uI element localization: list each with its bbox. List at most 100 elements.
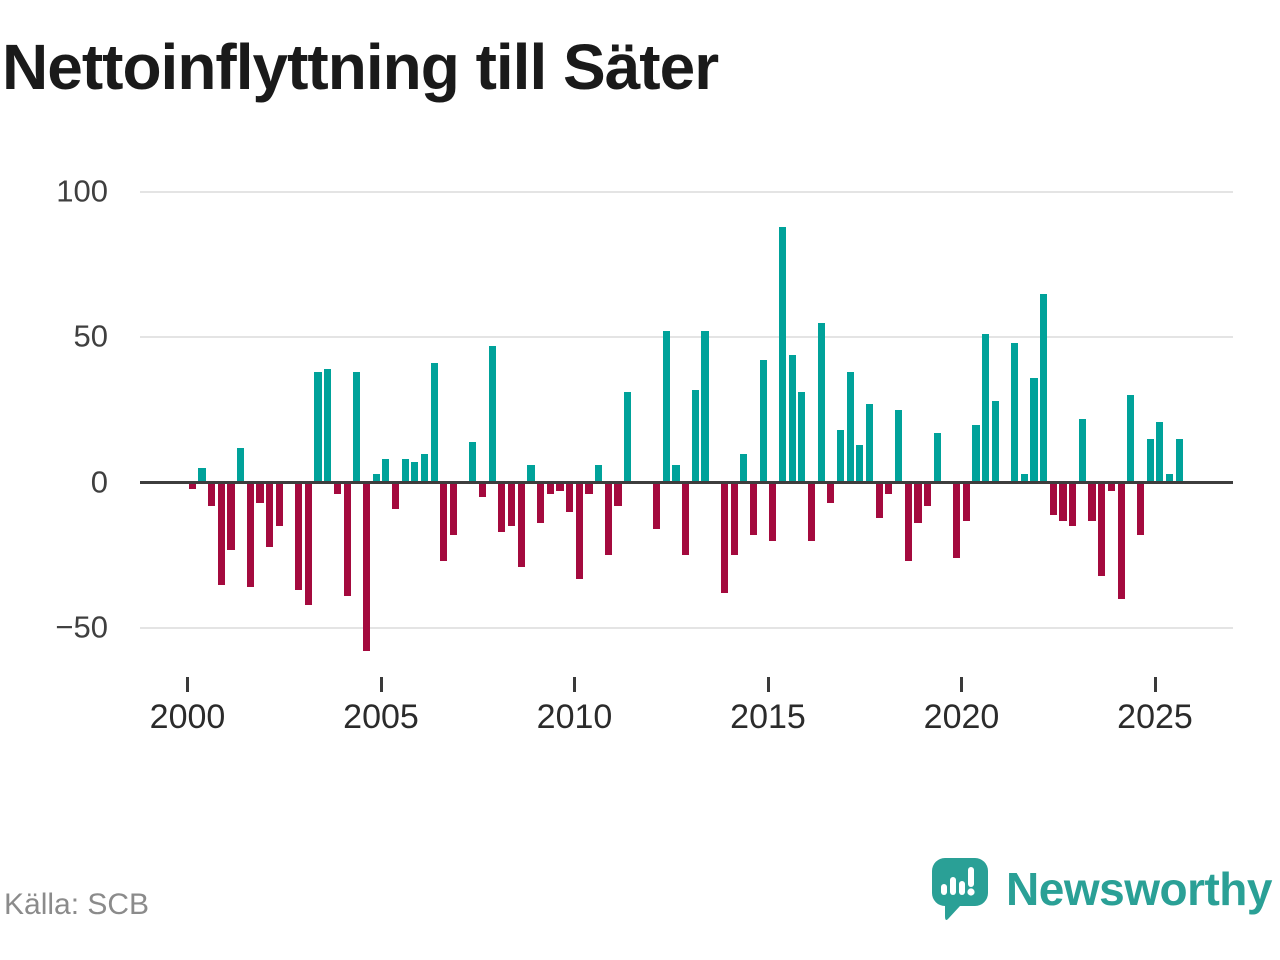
x-tick-mark [186,677,189,692]
bar [1165,473,1174,483]
bar [991,401,999,483]
bar [295,482,303,591]
bar [1136,482,1145,536]
bar [933,433,941,483]
bar [1098,482,1106,576]
bar [769,482,777,541]
bar [246,482,254,588]
y-tick-label: 100 [56,172,108,208]
bar [498,482,506,533]
bar [527,465,535,483]
x-tick-label: 2015 [730,698,806,736]
bar [275,482,283,527]
bar [449,482,458,536]
bar [730,482,738,556]
bar [894,409,903,483]
bar [672,465,680,483]
x-tick-label: 2010 [536,698,613,736]
x-tick-mark [960,677,963,692]
y-tick-label: −50 [55,609,108,645]
bar [856,444,864,483]
x-tick-mark [1153,677,1157,692]
bar [1011,343,1019,483]
bar [546,482,554,495]
x-tick-mark [766,677,770,692]
bar [401,459,409,483]
bar [1156,421,1164,483]
bar [1020,473,1028,483]
bar [256,482,264,504]
bar [372,473,380,483]
bar [362,482,371,652]
x-tick-label: 2020 [923,698,1000,736]
bar [343,482,351,597]
bar [691,389,699,483]
newsworthy-icon [932,858,989,920]
bar [1088,482,1096,521]
bar [198,468,206,483]
bar [972,424,980,483]
bar [924,482,932,506]
bar [440,482,448,562]
bar [237,447,245,483]
y-tick-label: 50 [73,318,108,354]
bar [1078,418,1086,483]
source-note: Källa: SCB [4,888,150,921]
bar [1069,482,1077,527]
bar [817,322,825,483]
bar [382,459,390,483]
bar [624,392,632,483]
bar [798,392,806,483]
bar [324,369,332,483]
bar [488,345,496,483]
bar [807,482,816,541]
bar [759,360,767,483]
bar [701,331,709,483]
gridline-100 [140,190,1233,193]
bar [304,482,312,605]
bar [469,441,477,483]
bar [846,372,854,483]
bar [208,482,216,506]
bar [556,482,564,492]
bar [478,482,487,498]
bar [904,482,912,562]
bar [217,482,225,585]
bar [507,482,516,527]
bar [575,482,583,579]
bar [420,453,429,483]
bar [585,482,593,495]
bar [227,482,235,550]
x-tick-mark [573,677,576,692]
bar [537,482,545,524]
bar [1146,439,1154,483]
bar [953,482,961,559]
x-tick-mark [379,677,383,692]
bar [353,372,361,483]
bar [865,404,874,483]
bar [333,482,341,495]
bar [682,482,690,556]
bar [604,482,612,556]
bar [314,372,322,483]
bar [1175,439,1183,483]
bar [517,482,525,568]
bar [875,482,883,518]
bar [827,482,835,504]
bar [1127,395,1135,483]
bar [778,226,787,483]
bar [1059,482,1067,521]
bar [749,482,758,536]
bar [962,482,970,521]
gridline-−50 [140,627,1233,630]
bar [788,354,796,483]
bar [391,482,400,509]
chart-title: Nettoinflyttning till Säter [2,31,719,103]
bar [836,430,845,483]
bar [885,482,893,495]
bar [914,482,922,524]
bar [595,465,603,483]
zero-axis-line [140,481,1233,485]
bar [430,363,438,483]
